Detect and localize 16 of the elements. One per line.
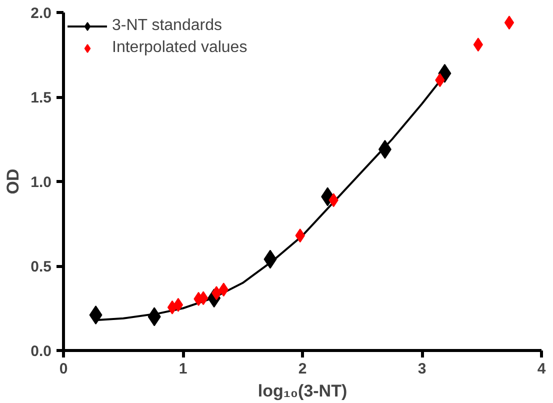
- legend-label: 3-NT standards: [112, 17, 222, 35]
- y-axis-title: OD: [4, 168, 23, 194]
- x-tick-label: 4: [537, 360, 546, 378]
- y-tick-label: 0.0: [30, 343, 52, 360]
- legend-label: Interpolated values: [112, 39, 248, 57]
- x-tick-label: 1: [178, 360, 188, 378]
- x-axis-title: log₁₀(3-NT): [258, 382, 348, 400]
- y-tick-label: 1.0: [30, 174, 52, 191]
- y-tick-label: 1.5: [30, 90, 52, 106]
- x-tick-label: 3: [418, 360, 426, 378]
- y-tick-label: 0.5: [30, 258, 52, 276]
- point: [173, 298, 184, 312]
- point: [504, 16, 514, 30]
- x-tick-label: 2: [298, 360, 307, 378]
- x-tick-label: 0: [59, 360, 68, 378]
- y-tick-label: 2.0: [30, 5, 52, 22]
